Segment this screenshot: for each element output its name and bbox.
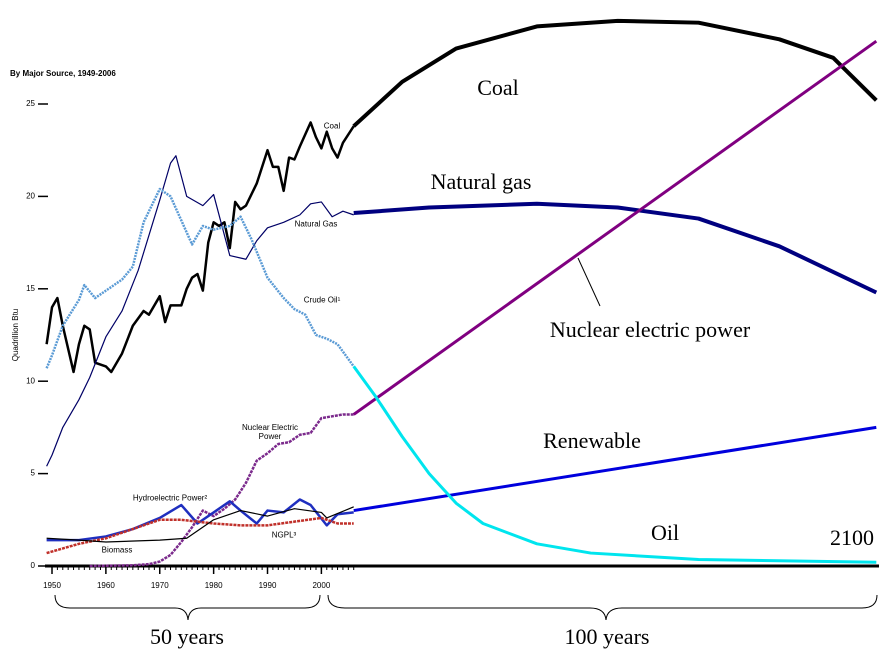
series-label: NGPL³ xyxy=(271,530,297,540)
y-tick-label: 15 xyxy=(26,284,35,293)
series-line xyxy=(352,365,877,564)
annotation: 50 years xyxy=(150,624,224,649)
x-tick-label: 1970 xyxy=(151,581,169,590)
series-line xyxy=(352,39,878,416)
series-line xyxy=(353,425,877,513)
y-tick-label: 5 xyxy=(31,469,36,478)
y-tick-label: 10 xyxy=(26,376,35,385)
y-tick-label: 0 xyxy=(31,561,36,570)
leader-line xyxy=(577,257,601,307)
chart-subtitle: By Major Source, 1949-2006 xyxy=(10,69,116,78)
x-tick-label: 2000 xyxy=(312,581,330,590)
series-line xyxy=(46,516,354,555)
series-label: Coal xyxy=(477,75,519,100)
series-label: Crude Oil¹ xyxy=(303,295,341,305)
series-line xyxy=(45,187,355,369)
y-axis-label: Quadrillion Btu xyxy=(11,309,20,361)
annotation: 2100 xyxy=(830,525,874,550)
y-tick-label: 20 xyxy=(26,192,35,201)
series-label: Hydroelectric Power² xyxy=(132,493,208,503)
series-label: Nuclear electric power xyxy=(549,317,751,342)
series-line xyxy=(353,201,878,295)
series-label: Renewable xyxy=(543,428,641,453)
brace-50 xyxy=(54,594,321,621)
x-tick-label: 1990 xyxy=(259,581,277,590)
series-label: Oil xyxy=(650,520,680,545)
series-line xyxy=(46,506,354,543)
series-label: Natural gas xyxy=(430,169,532,194)
x-tick-label: 1960 xyxy=(97,581,115,590)
annotation: 100 years xyxy=(564,624,650,649)
series-label: Coal xyxy=(323,121,341,131)
x-tick-label: 1980 xyxy=(205,581,223,590)
x-tick-label: 1950 xyxy=(43,581,61,590)
series-line xyxy=(89,413,354,568)
series-line xyxy=(45,121,355,374)
series-label: Nuclear Electric Power xyxy=(241,423,298,441)
series-label: Natural Gas xyxy=(294,219,338,229)
brace-100 xyxy=(327,594,878,621)
series-label: Biomass xyxy=(101,545,133,555)
series-line xyxy=(352,18,878,128)
y-tick-label: 25 xyxy=(26,99,35,108)
series-line xyxy=(46,155,354,467)
